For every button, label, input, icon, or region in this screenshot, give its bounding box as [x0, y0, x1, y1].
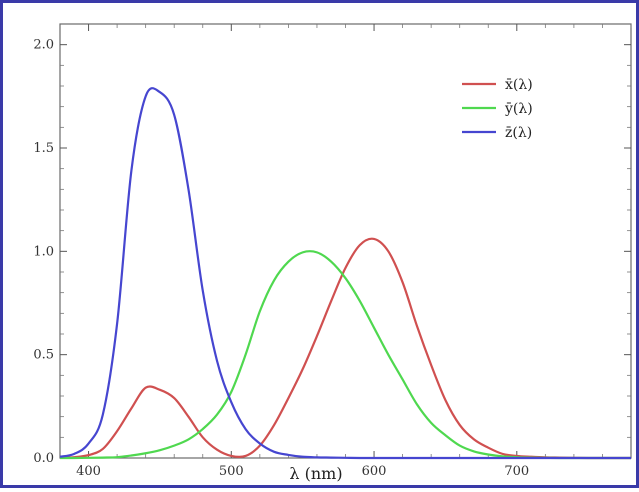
x-axis-label: λ (nm) — [289, 464, 342, 483]
legend-label: x̄(λ) — [505, 77, 533, 93]
x-tick-label: 400 — [76, 464, 101, 479]
x-tick-label: 500 — [219, 464, 244, 479]
curves-layer — [59, 87, 631, 460]
legend-label: z̄(λ) — [505, 125, 532, 141]
y-tick-label: 2.0 — [33, 38, 54, 53]
y-tick-label: 0.0 — [33, 451, 54, 466]
x-tick-label: 600 — [362, 464, 387, 479]
y-tick-label: 0.5 — [33, 348, 54, 363]
y-tick-label: 1.0 — [33, 244, 54, 259]
y-tick-label: 1.5 — [33, 141, 54, 156]
legend-label: ȳ(λ) — [504, 101, 533, 117]
legend: x̄(λ) ȳ(λ) z̄(λ) — [462, 77, 533, 141]
z-bar-curve — [59, 87, 631, 460]
x-tick-label: 700 — [504, 464, 529, 479]
ticks-layer: 0.0 0.5 1.0 1.5 2.0 400 500 600 700 — [33, 24, 632, 479]
